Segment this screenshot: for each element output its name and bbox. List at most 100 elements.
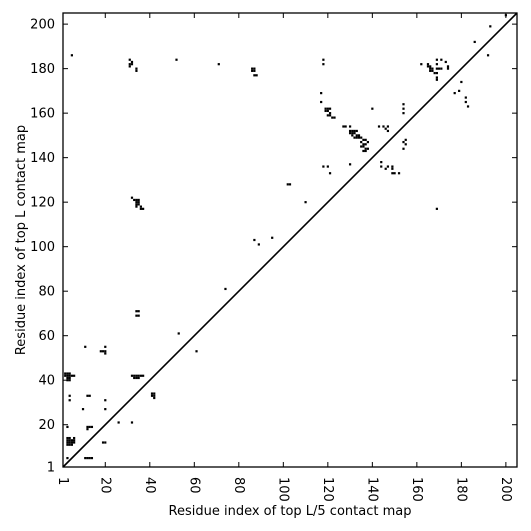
contact-point-top-l	[139, 207, 142, 210]
contact-point-top-l5	[386, 165, 390, 168]
contact-point-top-l	[130, 196, 134, 199]
contact-point-top-l	[351, 132, 354, 135]
contact-point-top-l	[68, 376, 71, 380]
contact-point-top-l	[66, 372, 69, 375]
contact-point-top-l	[360, 140, 363, 144]
contact-point-top-l	[342, 125, 345, 128]
y-tick-label: 180	[30, 62, 55, 77]
contact-point-top-l	[135, 67, 138, 70]
contact-point-top-l	[81, 408, 85, 411]
contact-point-top-l5	[66, 443, 69, 446]
contact-point-top-l	[322, 63, 325, 66]
contact-point-top-l	[366, 147, 369, 150]
contact-point-top-l	[460, 80, 463, 84]
contact-point-top-l5	[70, 443, 73, 446]
contact-point-top-l	[130, 63, 134, 66]
contact-point-top-l	[351, 129, 354, 133]
contact-point-top-l	[66, 374, 69, 377]
contact-point-top-l	[324, 109, 327, 113]
contact-point-top-l	[322, 58, 325, 61]
contact-point-top-l	[435, 58, 438, 61]
contact-point-top-l	[353, 129, 356, 133]
contact-point-top-l5	[304, 201, 307, 204]
contact-point-top-l5	[73, 439, 76, 442]
contact-point-top-l	[68, 372, 71, 375]
contact-point-top-l5	[139, 374, 142, 377]
contact-point-top-l	[429, 65, 432, 68]
contact-point-top-l	[326, 107, 329, 110]
contact-point-top-l5	[153, 394, 156, 397]
plot-frame	[62, 12, 518, 468]
contact-point-top-l	[348, 129, 352, 133]
contact-point-top-l	[137, 314, 140, 317]
contact-point-top-l5	[88, 456, 91, 460]
contact-point-top-l	[128, 63, 131, 66]
y-axis-label: Residue index of top L contact map	[14, 125, 29, 355]
contact-point-top-l5	[104, 441, 107, 444]
contact-point-top-l5	[326, 165, 329, 168]
contact-point-top-l5	[402, 140, 405, 144]
contact-point-top-l5	[68, 439, 71, 442]
contact-point-top-l5	[286, 183, 289, 186]
contact-point-top-l5	[391, 167, 394, 170]
contact-point-top-l	[137, 310, 140, 313]
contact-point-top-l5	[66, 441, 69, 444]
contact-point-top-l5	[391, 172, 394, 175]
contact-point-top-l5	[66, 439, 69, 442]
contact-point-top-l	[364, 149, 367, 153]
contact-point-top-l5	[90, 425, 94, 429]
contact-point-top-l	[429, 67, 432, 70]
contact-point-top-l	[344, 125, 347, 128]
contact-point-top-l5	[130, 421, 134, 424]
contact-point-top-l5	[68, 441, 71, 444]
contact-point-top-l5	[393, 172, 396, 175]
contact-point-top-l	[364, 147, 367, 150]
y-tick-label: 100	[30, 240, 55, 255]
contact-point-top-l	[217, 63, 220, 66]
contact-point-top-l	[444, 60, 447, 64]
y-tick-label: 1	[47, 461, 55, 476]
contact-point-top-l	[446, 67, 450, 70]
contact-point-top-l	[326, 109, 329, 113]
contact-point-top-l5	[68, 436, 71, 440]
contact-point-top-l5	[153, 396, 156, 400]
contact-point-top-l5	[86, 425, 89, 429]
contact-point-top-l	[420, 63, 423, 66]
contact-point-top-l5	[397, 172, 401, 175]
contact-point-top-l	[84, 345, 87, 348]
contact-point-top-l	[357, 134, 361, 137]
contact-point-top-l5	[90, 456, 94, 460]
contact-point-top-l	[353, 132, 356, 135]
contact-point-top-l5	[271, 236, 274, 239]
contact-point-top-l	[355, 134, 358, 137]
y-tick-label: 200	[30, 18, 55, 33]
contact-point-top-l	[135, 314, 138, 317]
y-tick-label: 60	[38, 329, 55, 344]
contact-point-top-l	[348, 132, 352, 135]
contact-point-top-l	[353, 136, 356, 139]
contact-point-top-l	[88, 394, 91, 397]
x-tick-label: 80	[231, 477, 246, 494]
contact-point-top-l	[328, 112, 332, 115]
contact-point-top-l	[139, 205, 142, 208]
contact-point-top-l5	[137, 376, 140, 380]
contact-point-top-l	[104, 408, 107, 411]
contact-point-top-l	[386, 129, 390, 133]
x-tick-label: 20	[97, 477, 112, 494]
x-tick-label: 100	[275, 477, 290, 502]
contact-point-top-l	[364, 143, 367, 146]
contact-point-top-l	[253, 67, 256, 70]
contact-point-top-l	[328, 114, 332, 117]
y-tick-label: 140	[30, 151, 55, 166]
y-tick-label: 20	[38, 418, 55, 433]
contact-point-top-l5	[73, 441, 76, 444]
contact-point-top-l5	[380, 165, 383, 168]
contact-point-top-l	[70, 54, 73, 57]
contact-point-top-l5	[150, 394, 154, 397]
contact-point-top-l5	[101, 441, 105, 444]
contact-point-top-l	[64, 374, 67, 377]
contact-point-top-l	[324, 107, 327, 110]
contact-point-top-l5	[195, 350, 198, 353]
y-tick-label: 120	[30, 196, 55, 211]
contact-point-top-l5	[86, 456, 89, 460]
